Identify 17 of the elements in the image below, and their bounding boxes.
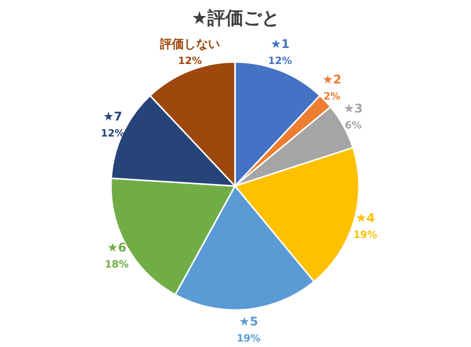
data-label: 6%: [344, 120, 362, 132]
slice-label: 評価しない: [158, 37, 220, 52]
slice-label: ★2: [322, 72, 342, 86]
slice-label: ★5: [238, 314, 258, 328]
data-label: 12%: [178, 56, 202, 68]
slice-label: ★4: [356, 211, 375, 226]
data-label: 12%: [268, 56, 292, 68]
slice-label: ★3: [344, 102, 363, 116]
chart-title: ★評価ごと: [191, 8, 280, 29]
slice-label: ★7: [103, 110, 122, 124]
data-label: 19%: [353, 230, 378, 242]
slice-label: ★1: [270, 37, 290, 52]
data-label: 19%: [236, 333, 261, 344]
slice-label: ★6: [107, 240, 126, 254]
data-label: 18%: [104, 259, 129, 270]
data-label: 2%: [323, 91, 340, 102]
data-label: 12%: [100, 128, 125, 140]
